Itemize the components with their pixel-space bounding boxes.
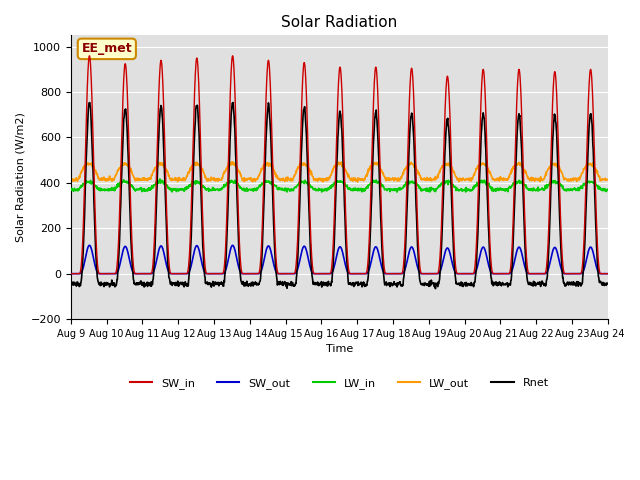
Rnet xyxy=(67,280,75,286)
LW_in xyxy=(541,187,548,192)
SW_out xyxy=(86,242,93,248)
Line: SW_in: SW_in xyxy=(71,56,607,274)
SW_in xyxy=(173,271,181,276)
Text: EE_met: EE_met xyxy=(81,42,132,55)
SW_in xyxy=(86,53,93,59)
Rnet xyxy=(422,282,430,288)
LW_in xyxy=(493,186,501,192)
Rnet xyxy=(604,281,611,287)
X-axis label: Time: Time xyxy=(326,344,353,354)
Rnet xyxy=(229,99,237,105)
LW_in xyxy=(393,189,401,195)
Rnet xyxy=(186,260,194,265)
SW_out xyxy=(187,265,195,271)
SW_in xyxy=(67,271,75,276)
LW_out xyxy=(604,177,611,182)
SW_out xyxy=(493,271,500,276)
LW_in xyxy=(67,186,75,192)
Rnet xyxy=(246,282,254,288)
LW_out xyxy=(423,175,431,180)
Rnet xyxy=(493,280,501,286)
LW_out xyxy=(354,179,362,185)
LW_out xyxy=(186,165,194,171)
LW_out xyxy=(493,177,501,182)
LW_in xyxy=(246,187,254,192)
LW_out xyxy=(228,159,236,165)
LW_out xyxy=(541,176,548,182)
SW_out xyxy=(540,271,548,276)
LW_in xyxy=(423,185,431,191)
Line: LW_in: LW_in xyxy=(71,179,607,192)
SW_in xyxy=(187,229,195,235)
Line: Rnet: Rnet xyxy=(71,102,607,288)
SW_in xyxy=(604,271,611,276)
LW_in xyxy=(604,187,611,192)
Line: LW_out: LW_out xyxy=(71,162,607,182)
LW_out xyxy=(246,175,254,181)
Title: Solar Radiation: Solar Radiation xyxy=(281,15,397,30)
SW_out xyxy=(422,271,430,276)
SW_in xyxy=(246,271,254,276)
LW_in xyxy=(187,182,195,188)
Y-axis label: Solar Radiation (W/m2): Solar Radiation (W/m2) xyxy=(15,112,25,242)
SW_out xyxy=(246,271,254,276)
LW_out xyxy=(67,177,75,182)
SW_out xyxy=(67,271,75,276)
SW_in xyxy=(540,271,548,276)
SW_in xyxy=(493,271,500,276)
Legend: SW_in, SW_out, LW_in, LW_out, Rnet: SW_in, SW_out, LW_in, LW_out, Rnet xyxy=(125,373,553,393)
LW_in xyxy=(173,187,181,192)
SW_in xyxy=(422,271,430,276)
Rnet xyxy=(431,286,439,291)
LW_in xyxy=(156,176,164,182)
SW_out xyxy=(173,271,181,276)
Line: SW_out: SW_out xyxy=(71,245,607,274)
Rnet xyxy=(541,281,548,287)
LW_out xyxy=(173,175,181,181)
Rnet xyxy=(173,283,181,288)
SW_out xyxy=(604,271,611,276)
